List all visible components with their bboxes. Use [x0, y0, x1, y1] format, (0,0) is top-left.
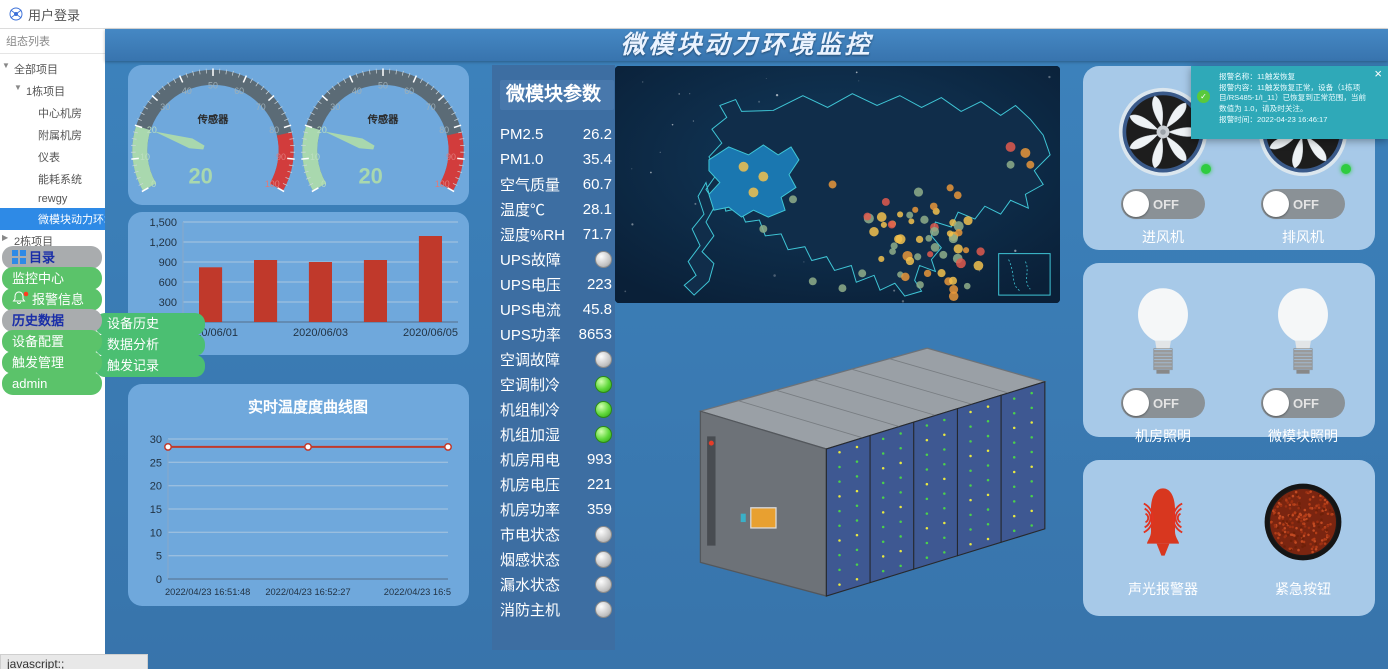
svg-text:30: 30 — [330, 102, 340, 112]
svg-text:实时温度度曲线图: 实时温度度曲线图 — [248, 398, 368, 416]
svg-text:0: 0 — [151, 179, 156, 189]
svg-text:70: 70 — [426, 102, 436, 112]
svg-text:100: 100 — [435, 179, 450, 189]
svg-text:0: 0 — [321, 179, 326, 189]
svg-text:40: 40 — [182, 86, 192, 96]
svg-text:1,500: 1,500 — [149, 217, 177, 229]
svg-text:传感器: 传感器 — [367, 113, 400, 126]
svg-text:600: 600 — [159, 277, 177, 289]
svg-text:80: 80 — [439, 125, 449, 135]
svg-text:20: 20 — [359, 163, 383, 188]
svg-text:90: 90 — [446, 152, 456, 162]
svg-text:30: 30 — [150, 434, 162, 446]
svg-text:100: 100 — [265, 179, 280, 189]
svg-text:15: 15 — [150, 504, 162, 516]
svg-text:10: 10 — [140, 152, 150, 162]
svg-text:20: 20 — [147, 125, 157, 135]
svg-text:60: 60 — [234, 86, 244, 96]
svg-text:2022/04/23 16:51:48: 2022/04/23 16:51:48 — [165, 587, 250, 597]
svg-text:900: 900 — [159, 257, 177, 269]
svg-text:1,200: 1,200 — [149, 237, 177, 249]
svg-text:2022/04/23 16:52:27: 2022/04/23 16:52:27 — [265, 587, 350, 597]
svg-text:2020/06/05: 2020/06/05 — [403, 327, 458, 339]
svg-text:80: 80 — [269, 125, 279, 135]
svg-text:50: 50 — [378, 81, 388, 91]
svg-text:90: 90 — [276, 152, 286, 162]
svg-text:10: 10 — [150, 527, 162, 539]
svg-text:300: 300 — [159, 297, 177, 309]
svg-text:20: 20 — [189, 163, 213, 188]
svg-text:25: 25 — [150, 457, 162, 469]
svg-text:30: 30 — [160, 102, 170, 112]
svg-text:传感器: 传感器 — [197, 113, 230, 126]
svg-text:70: 70 — [256, 102, 266, 112]
svg-text:2020/06/03: 2020/06/03 — [293, 327, 348, 339]
svg-text:5: 5 — [156, 551, 162, 563]
svg-text:20: 20 — [150, 481, 162, 493]
svg-text:50: 50 — [208, 81, 218, 91]
svg-text:10: 10 — [310, 152, 320, 162]
svg-text:20: 20 — [317, 125, 327, 135]
svg-text:60: 60 — [404, 86, 414, 96]
svg-text:40: 40 — [352, 86, 362, 96]
svg-text:2022/04/23 16:5: 2022/04/23 16:5 — [384, 587, 451, 597]
svg-text:0: 0 — [156, 574, 162, 586]
